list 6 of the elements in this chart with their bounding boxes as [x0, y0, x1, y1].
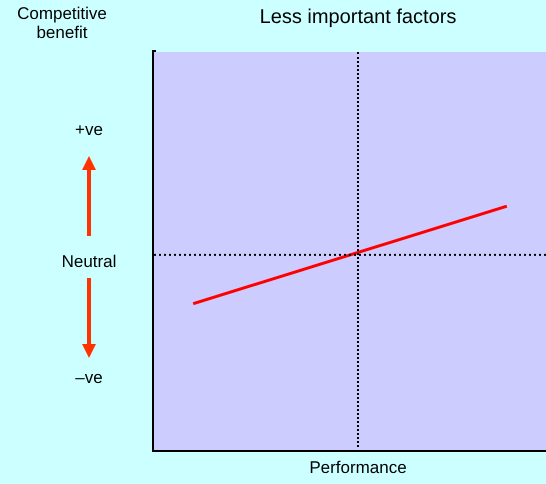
text: Neutral: [62, 252, 116, 271]
text: +ve: [75, 120, 103, 139]
text: –ve: [75, 368, 103, 387]
chart-title: Less important factors: [260, 6, 456, 29]
text: Competitive benefit: [17, 4, 107, 42]
x-axis-title: Performance: [309, 458, 407, 478]
